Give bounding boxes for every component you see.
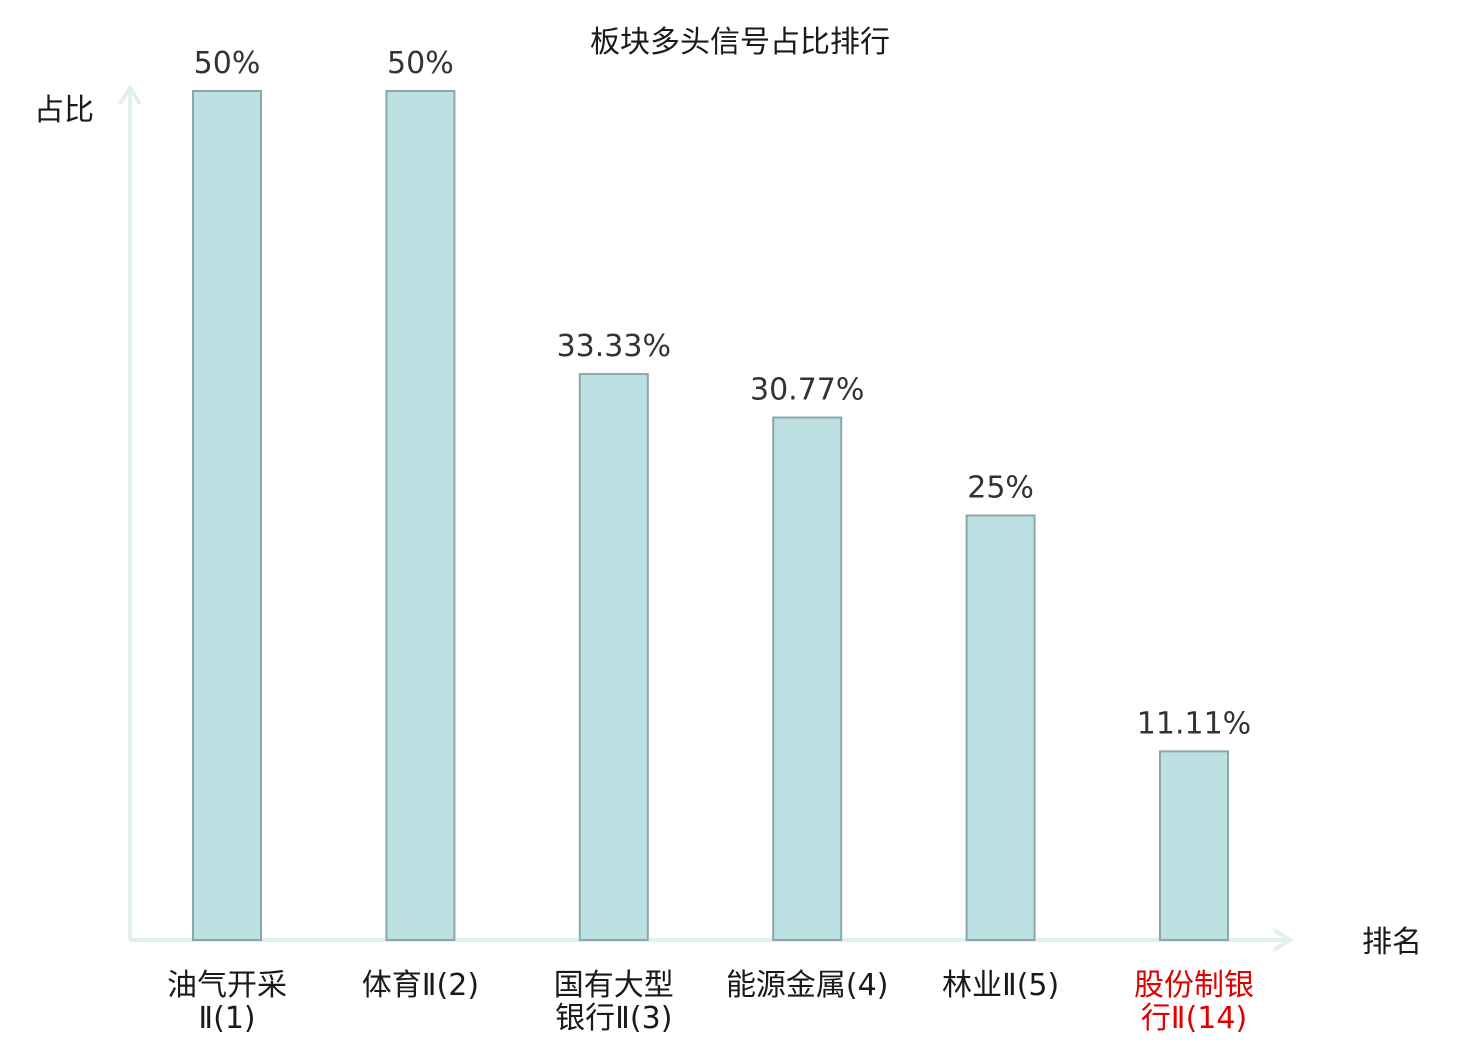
x-tick-label: 林业Ⅱ(5) [942,968,1059,1003]
axes [118,84,1294,952]
x-tick-label-line: 国有大型 [554,968,674,1003]
x-tick-label-line: 能源金属(4) [726,968,889,1003]
x-tick-label: 国有大型银行Ⅱ(3) [554,968,674,1036]
bar [772,416,843,941]
y-axis-arrowhead [118,84,142,106]
x-tick-label-line: 体育Ⅱ(2) [362,968,479,1003]
data-label: 11.11% [1137,706,1251,741]
data-label: 25% [967,471,1034,506]
data-label: 33.33% [557,329,671,364]
x-tick-label: 股份制银行Ⅱ(14) [1134,968,1254,1036]
bars [192,90,1229,942]
x-tick-label-line: 股份制银 [1134,968,1254,1003]
value-labels: 50% 50% 33.33% 30.77% 25% 11.11% [194,46,1252,741]
x-tick-label-line: Ⅱ(1) [198,1001,255,1036]
x-tick-label-line: 林业Ⅱ(5) [942,968,1059,1003]
x-tick-label-line: 油气开采 [167,968,287,1003]
bar [385,90,456,941]
data-label: 30.77% [750,373,864,408]
x-tick-label-line: 行Ⅱ(14) [1141,1001,1247,1036]
x-tick-label: 体育Ⅱ(2) [362,968,479,1003]
x-tick-label-line: 银行Ⅱ(3) [555,1001,672,1036]
data-label: 50% [194,46,261,81]
bar [192,90,262,941]
data-label: 50% [387,46,454,81]
x-tick-label: 油气开采 Ⅱ(1) [167,968,287,1036]
bar [1159,750,1229,941]
y-axis-label: 占比 [34,93,94,128]
x-axis-arrowhead [1272,928,1294,952]
bar [578,373,649,942]
x-tick-label: 能源金属(4) [726,968,889,1003]
chart-title: 板块多头信号占比排行 [590,25,890,60]
category-labels: 油气开采 Ⅱ(1) 体育Ⅱ(2) 国有大型银行Ⅱ(3) 能源金属(4) 林业Ⅱ(5) 股份制… [167,968,1254,1036]
x-axis-label: 排名 [1362,925,1422,960]
bar [965,514,1036,941]
